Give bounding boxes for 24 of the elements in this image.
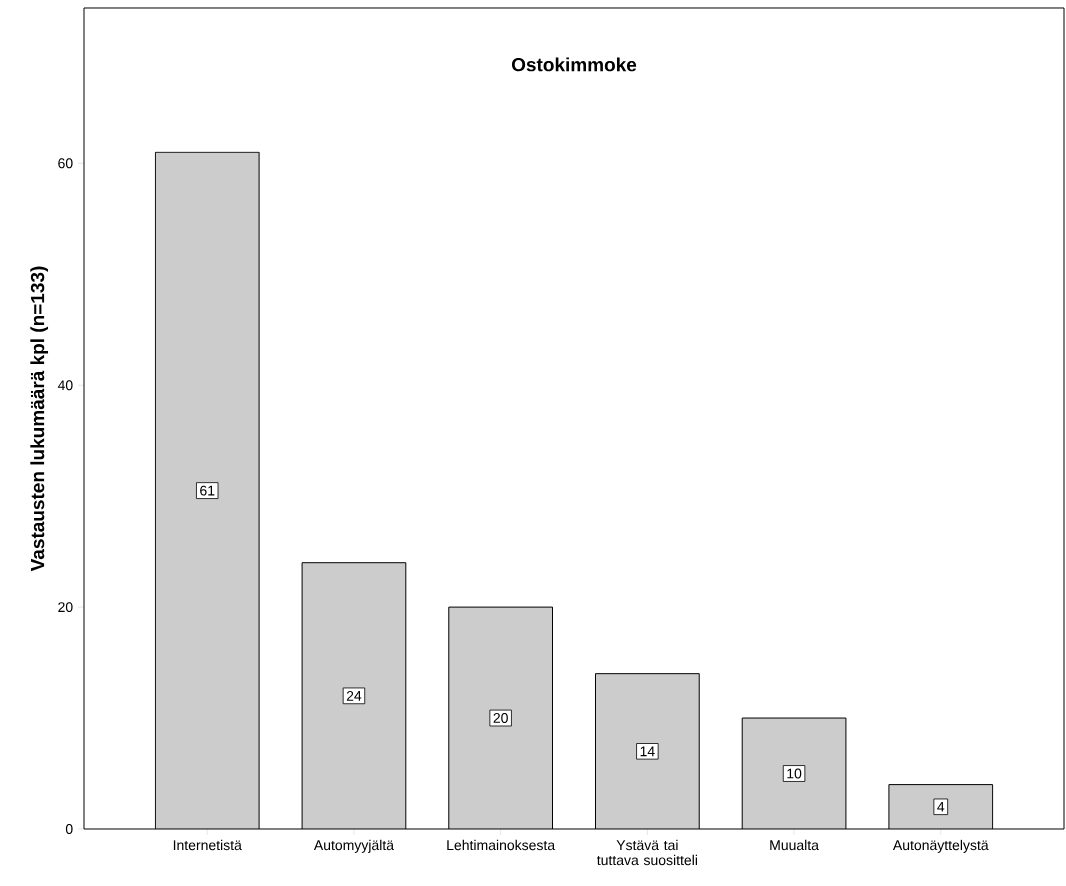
data-label: 14 bbox=[640, 746, 655, 757]
x-tick-label: Autonäyttelystä bbox=[892, 839, 989, 853]
bar bbox=[741, 717, 847, 829]
x-tick-label: Automyyjältä bbox=[313, 839, 395, 853]
text: Ostokimmoke bbox=[511, 57, 637, 72]
bar bbox=[302, 562, 406, 829]
data-label: 4 bbox=[937, 801, 945, 812]
bar bbox=[595, 673, 700, 829]
y-axis-title: Vastausten lukumäärä kpl (n=133) bbox=[30, 266, 49, 572]
x-tick-label: Muualta bbox=[770, 839, 819, 851]
x-tick-label: Lehtimainoksesta bbox=[447, 839, 556, 851]
data-label: 61 bbox=[200, 485, 215, 496]
data-label: 24 bbox=[346, 690, 362, 701]
y-tick-label: 20 bbox=[58, 602, 73, 613]
y-tick-label: 40 bbox=[57, 380, 73, 391]
y-tick-label: 0 bbox=[65, 824, 73, 834]
bar bbox=[888, 784, 994, 829]
bar bbox=[154, 151, 260, 829]
x-tick-label: Ystävä tai tuttava suositteli bbox=[597, 839, 697, 866]
data-label: 10 bbox=[787, 768, 802, 779]
y-tick-label: 60 bbox=[58, 158, 73, 169]
x-tick-label: Internetistä bbox=[173, 839, 242, 851]
data-label: 20 bbox=[493, 713, 508, 723]
bar bbox=[448, 606, 554, 829]
